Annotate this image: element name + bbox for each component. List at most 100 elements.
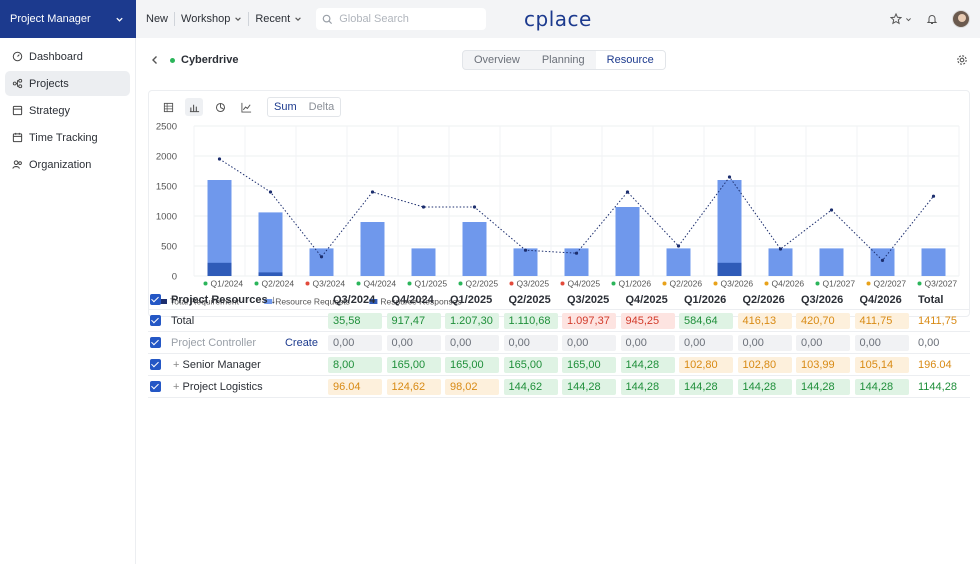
point-total-requirement <box>268 190 273 194</box>
value-cell[interactable]: 105,14 <box>854 356 909 373</box>
row-checkbox[interactable] <box>150 359 161 370</box>
search-input[interactable] <box>339 13 480 25</box>
point-total-requirement <box>931 194 936 198</box>
tab-planning[interactable]: Planning <box>541 54 585 66</box>
value-cell[interactable]: 584,64 <box>679 312 733 329</box>
value-cell[interactable]: 165,00 <box>445 356 499 373</box>
sidebar-item-time-tracking[interactable]: Time Tracking <box>5 125 130 150</box>
select-all-checkbox[interactable] <box>150 294 161 305</box>
value-cell[interactable]: 165,00 <box>503 356 558 373</box>
value-cell[interactable]: 144,28 <box>796 378 850 395</box>
value-cell[interactable]: 1.097,37 <box>562 312 616 329</box>
workshop-label: Workshop <box>181 13 231 25</box>
category-status-dot <box>611 281 616 286</box>
value-cell[interactable]: 102,80 <box>679 356 733 373</box>
value-cell[interactable]: 416,13 <box>737 312 792 329</box>
value-cell[interactable]: 0,00 <box>854 334 909 351</box>
tab-resource[interactable]: Resource <box>595 51 665 69</box>
value-cell[interactable]: 1.207,30 <box>445 312 499 329</box>
gear-icon[interactable] <box>956 54 968 66</box>
workshop-menu[interactable]: Workshop <box>175 13 248 25</box>
back-arrow-icon[interactable] <box>150 55 160 65</box>
value-cell[interactable]: 420,70 <box>796 312 850 329</box>
value-cell[interactable]: 0,00 <box>562 334 616 351</box>
tab-overview[interactable]: Overview <box>474 54 520 66</box>
bell-icon[interactable] <box>926 13 938 25</box>
value-cell[interactable]: 102,80 <box>737 356 792 373</box>
point-total-requirement <box>472 205 477 209</box>
project-header: Cyberdrive <box>150 54 238 66</box>
value-cell[interactable]: 0,00 <box>445 334 499 351</box>
category-status-dot <box>407 281 412 286</box>
chevron-down-icon <box>116 17 123 22</box>
value-cell[interactable]: 144,28 <box>854 378 909 395</box>
category-status-dot <box>305 281 310 286</box>
value-cell[interactable]: 0,00 <box>386 334 441 351</box>
row-checkbox[interactable] <box>150 381 161 392</box>
value-cell[interactable]: 144,28 <box>620 356 675 373</box>
value-cell[interactable]: 411,75 <box>854 312 909 329</box>
value-cell[interactable]: 144,62 <box>503 378 558 395</box>
time-tracking-icon <box>11 132 23 144</box>
row-checkbox[interactable] <box>150 315 161 326</box>
value-cell[interactable]: 917,47 <box>386 312 441 329</box>
x-tick-label: Q4/2026 <box>772 279 805 289</box>
value-cell[interactable]: 98,02 <box>445 378 499 395</box>
global-search[interactable] <box>316 8 487 30</box>
value-cell[interactable]: 96.04 <box>328 378 382 395</box>
sidebar-item-projects[interactable]: Projects <box>5 71 130 96</box>
point-total-requirement <box>880 258 885 262</box>
dashboard-icon <box>11 51 23 63</box>
expand-icon[interactable]: + <box>173 358 183 371</box>
point-total-requirement <box>727 175 732 179</box>
sidebar-item-dashboard[interactable]: Dashboard <box>5 44 130 69</box>
value-cell[interactable]: 144,28 <box>620 378 675 395</box>
value-cell[interactable]: 0,00 <box>503 334 558 351</box>
delta-toggle[interactable]: Delta <box>308 101 335 113</box>
favorites-menu[interactable] <box>890 13 912 25</box>
table-view-icon[interactable] <box>159 98 177 116</box>
column-header: Q2/2026 <box>742 293 785 306</box>
app-selector[interactable]: Project Manager <box>0 0 136 38</box>
expand-icon[interactable]: + <box>173 380 183 393</box>
value-cell[interactable]: 0,00 <box>796 334 850 351</box>
view-tabs: Overview Planning Resource <box>462 50 666 70</box>
value-cell[interactable]: 144,28 <box>562 378 616 395</box>
value-cell[interactable]: 144,28 <box>737 378 792 395</box>
bar-chart-icon[interactable] <box>185 98 203 116</box>
pie-chart-icon[interactable] <box>211 98 229 116</box>
value-cell[interactable]: 0,00 <box>620 334 675 351</box>
value-cell[interactable]: 8,00 <box>328 356 382 373</box>
divider <box>174 12 176 26</box>
sum-toggle[interactable]: Sum <box>274 101 297 113</box>
header-label: Project Resources ↓ <box>171 293 277 306</box>
sidebar-item-strategy[interactable]: Strategy <box>5 98 130 123</box>
row-name-cell: + Senior Manager <box>171 359 328 371</box>
line-chart-icon[interactable] <box>237 98 255 116</box>
value-cell[interactable]: 0,00 <box>679 334 733 351</box>
category-status-dot <box>458 281 463 286</box>
bar-resource-responses <box>207 262 232 276</box>
value-cell[interactable]: 103,99 <box>796 356 850 373</box>
value-cell[interactable]: 0,00 <box>737 334 792 351</box>
value-cell[interactable]: 945,25 <box>620 312 675 329</box>
bar-resource-requests <box>615 207 640 276</box>
create-button[interactable]: Create <box>284 336 318 349</box>
value-cell[interactable]: 1.110,68 <box>503 312 558 329</box>
row-checkbox[interactable] <box>150 337 161 348</box>
sidebar-item-organization[interactable]: Organization <box>5 152 130 177</box>
value-cell[interactable]: 0,00 <box>328 334 382 351</box>
value-cell[interactable]: 144,28 <box>679 378 733 395</box>
new-menu[interactable]: New <box>146 13 169 25</box>
header-project-resources[interactable]: Project Resources ↓ <box>171 294 328 306</box>
line-total-requirement <box>219 158 934 262</box>
value-cell[interactable]: 165,00 <box>562 356 616 373</box>
value-cell[interactable]: 165,00 <box>386 356 441 373</box>
value-cell[interactable]: 35,58 <box>328 312 382 329</box>
chart-toolbar: Sum Delta <box>159 97 342 117</box>
recent-menu[interactable]: Recent <box>249 13 308 25</box>
y-tick-label: 500 <box>161 242 177 253</box>
user-avatar[interactable] <box>952 10 970 28</box>
value-cell[interactable]: 124,62 <box>386 378 441 395</box>
table-row: + Project Logistics 96.04 124,62 98,02 144,6… <box>148 376 970 398</box>
